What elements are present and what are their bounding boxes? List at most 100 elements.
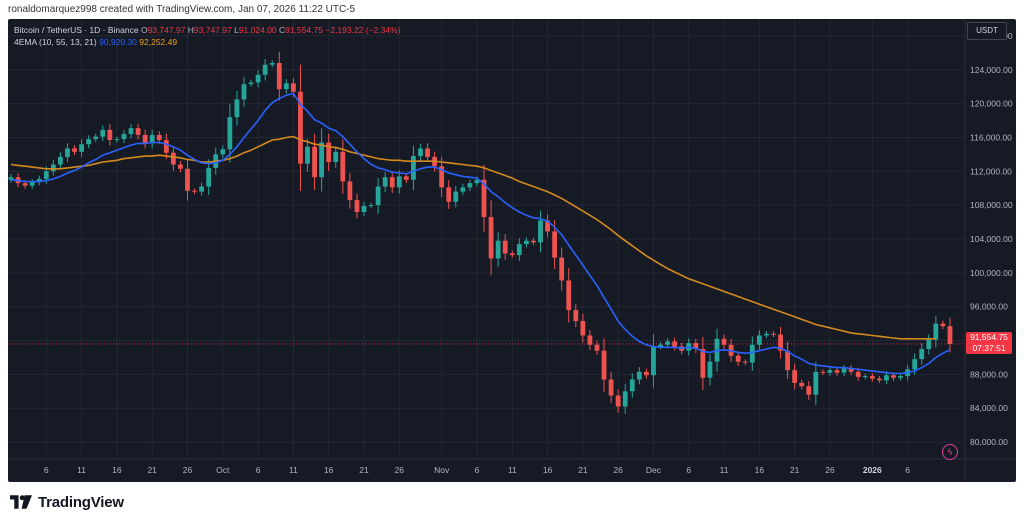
- candle-body[interactable]: [481, 179, 487, 217]
- candle-body[interactable]: [636, 371, 642, 380]
- candle-body[interactable]: [615, 395, 621, 407]
- candle-body[interactable]: [891, 375, 896, 378]
- candle-body[interactable]: [446, 187, 452, 202]
- candle-body[interactable]: [22, 183, 28, 186]
- candle-body[interactable]: [756, 335, 762, 345]
- candle-body[interactable]: [488, 217, 494, 259]
- candle-body[interactable]: [29, 182, 35, 186]
- candle-body[interactable]: [269, 63, 275, 65]
- candle-body[interactable]: [149, 134, 155, 144]
- candle-body[interactable]: [721, 338, 727, 345]
- candle-body[interactable]: [820, 371, 826, 373]
- candle-body[interactable]: [185, 168, 190, 191]
- candle-body[interactable]: [509, 253, 515, 256]
- candle-body[interactable]: [552, 231, 558, 258]
- candle-body[interactable]: [220, 149, 226, 155]
- candle-body[interactable]: [93, 136, 99, 140]
- candle-body[interactable]: [919, 349, 925, 360]
- candle-body[interactable]: [855, 371, 861, 377]
- candle-body[interactable]: [418, 148, 423, 157]
- candle-body[interactable]: [248, 82, 254, 85]
- candle-body[interactable]: [912, 359, 918, 370]
- candle-body[interactable]: [340, 151, 346, 182]
- candle-body[interactable]: [735, 355, 741, 362]
- candle-body[interactable]: [876, 378, 882, 381]
- candle-body[interactable]: [749, 344, 755, 363]
- candle-body[interactable]: [531, 240, 536, 243]
- candle-body[interactable]: [707, 361, 713, 378]
- lightning-alert-icon[interactable]: ϟ: [942, 444, 958, 460]
- candle-body[interactable]: [72, 148, 77, 152]
- candle-body[interactable]: [192, 190, 197, 192]
- candle-body[interactable]: [389, 177, 395, 188]
- candle-body[interactable]: [333, 151, 339, 162]
- candle-body[interactable]: [156, 134, 162, 140]
- candle-body[interactable]: [601, 350, 607, 380]
- candle-body[interactable]: [559, 257, 565, 281]
- candle-body[interactable]: [121, 134, 127, 140]
- candle-body[interactable]: [453, 191, 459, 202]
- candle-body[interactable]: [439, 166, 445, 188]
- candle-body[interactable]: [594, 344, 600, 351]
- candle-body[interactable]: [742, 361, 748, 363]
- candle-body[interactable]: [799, 382, 805, 387]
- candle-body[interactable]: [580, 321, 586, 336]
- candle-body[interactable]: [262, 64, 268, 75]
- candle-body[interactable]: [86, 139, 92, 145]
- candle-body[interactable]: [658, 344, 663, 347]
- candle-body[interactable]: [255, 74, 261, 83]
- candle-body[interactable]: [834, 370, 840, 373]
- candle-body[interactable]: [566, 280, 572, 311]
- candle-body[interactable]: [693, 343, 699, 349]
- candle-body[interactable]: [502, 240, 508, 254]
- candle-body[interactable]: [276, 63, 282, 90]
- candle-body[interactable]: [672, 341, 678, 347]
- candle-body[interactable]: [50, 164, 56, 172]
- candle-body[interactable]: [58, 156, 63, 165]
- candle-body[interactable]: [651, 346, 656, 376]
- candle-body[interactable]: [629, 379, 635, 392]
- candle-body[interactable]: [926, 339, 932, 349]
- candle-body[interactable]: [771, 333, 776, 335]
- candle-body[interactable]: [792, 370, 798, 383]
- candle-body[interactable]: [608, 379, 614, 396]
- candle-body[interactable]: [43, 171, 49, 179]
- candle-body[interactable]: [65, 148, 70, 157]
- candle-body[interactable]: [396, 176, 402, 188]
- candle-body[interactable]: [806, 386, 812, 395]
- candle-body[interactable]: [665, 341, 670, 345]
- candle-body[interactable]: [114, 139, 120, 141]
- candle-body[interactable]: [347, 181, 353, 201]
- candle-body[interactable]: [170, 152, 176, 165]
- candle-body[interactable]: [940, 323, 946, 327]
- candle-body[interactable]: [813, 371, 819, 395]
- candle-body[interactable]: [326, 142, 332, 162]
- candle-body[interactable]: [869, 376, 875, 379]
- candle-body[interactable]: [199, 186, 205, 192]
- candle-body[interactable]: [898, 376, 903, 378]
- candle-body[interactable]: [700, 349, 706, 378]
- candle-body[interactable]: [523, 240, 529, 245]
- candle-body[interactable]: [79, 144, 84, 152]
- candle-body[interactable]: [827, 370, 833, 373]
- candle-body[interactable]: [163, 140, 169, 153]
- candle-body[interactable]: [495, 240, 501, 259]
- candle-body[interactable]: [354, 200, 360, 212]
- candle-body[interactable]: [947, 326, 953, 344]
- candle-body[interactable]: [785, 350, 790, 371]
- candle-body[interactable]: [516, 244, 522, 256]
- candle-body[interactable]: [545, 220, 550, 232]
- candle-body[interactable]: [227, 117, 233, 150]
- candle-body[interactable]: [361, 206, 367, 212]
- candle-body[interactable]: [622, 391, 628, 407]
- candle-body[interactable]: [178, 164, 183, 169]
- candle-body[interactable]: [107, 129, 113, 140]
- chart-panel[interactable]: 80,000.00 84,000.00 88,000.00 96,000.00 100,…: [8, 19, 1016, 482]
- candle-body[interactable]: [474, 179, 480, 184]
- candle-body[interactable]: [206, 167, 212, 187]
- candle-body[interactable]: [100, 129, 106, 137]
- candlestick-chart[interactable]: 80,000.00 84,000.00 88,000.00 96,000.00 100,…: [8, 19, 1016, 482]
- candle-body[interactable]: [460, 187, 466, 192]
- candle-body[interactable]: [764, 333, 769, 336]
- candle-body[interactable]: [298, 91, 303, 164]
